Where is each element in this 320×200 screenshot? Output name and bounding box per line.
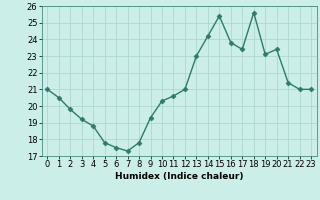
X-axis label: Humidex (Indice chaleur): Humidex (Indice chaleur) (115, 172, 244, 181)
